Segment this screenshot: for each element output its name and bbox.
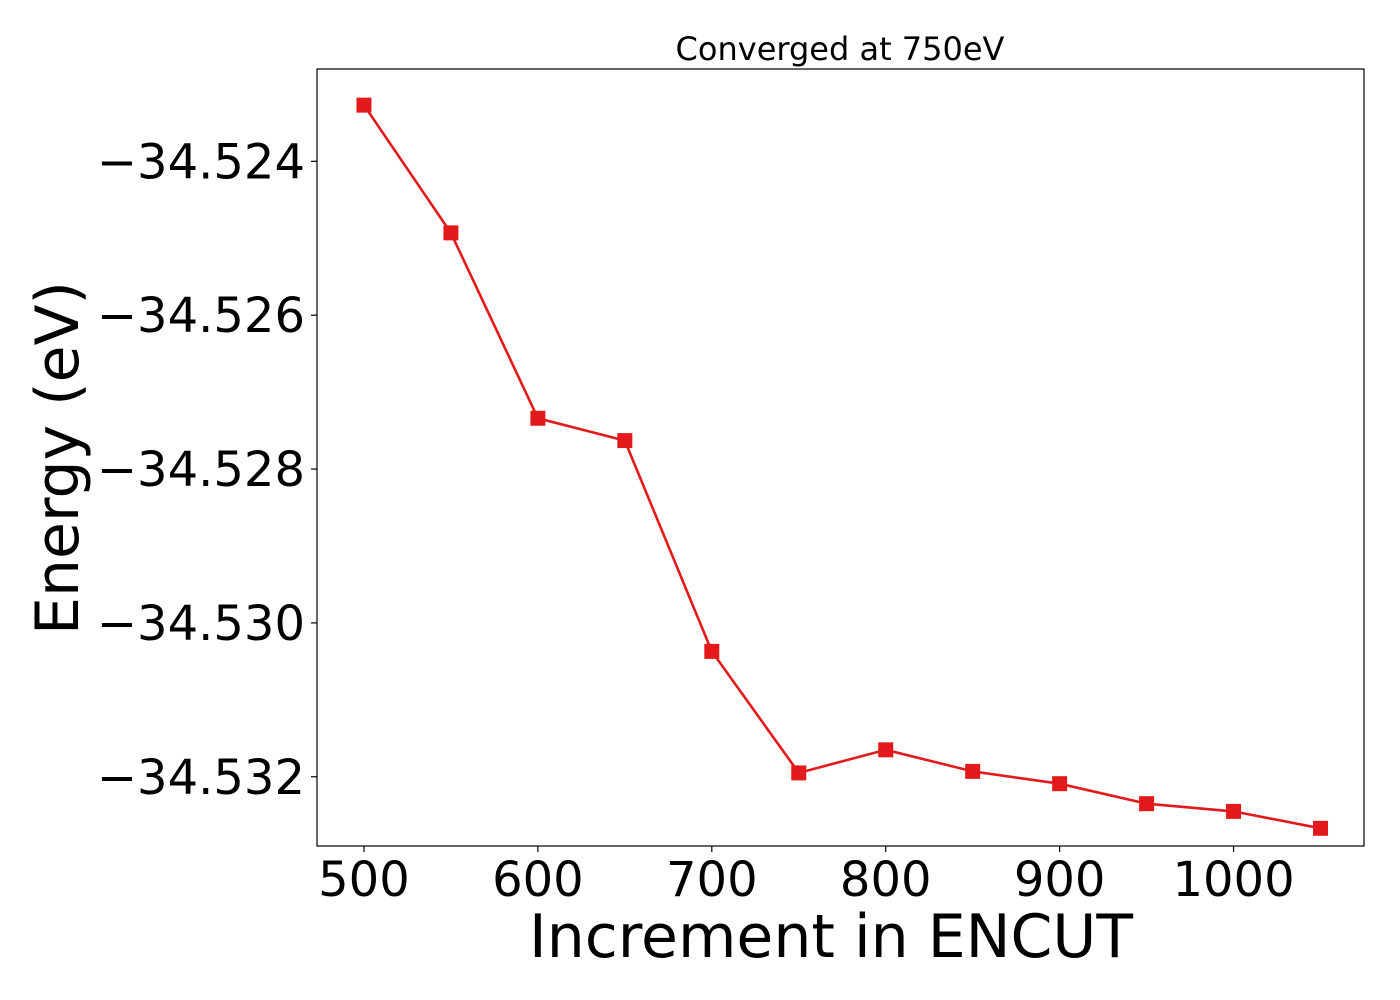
y-tick-label: −34.530 [97,596,305,652]
data-point-marker [1052,776,1068,792]
y-tick-label: −34.524 [97,134,305,190]
chart-title: Converged at 750eV [676,30,1005,68]
data-point-marker [443,225,459,241]
x-tick-label: 600 [492,852,584,908]
data-point-marker [530,410,546,426]
x-tick-label: 1000 [1172,852,1294,908]
y-axis: −34.524 −34.526 −34.528 −34.530 −34.532 [97,134,317,806]
x-axis: 500 600 700 800 900 1000 [318,846,1295,908]
data-point-marker [791,765,807,781]
series-line [362,104,1321,830]
data-point-marker [965,763,981,779]
x-tick-label: 700 [666,852,758,908]
data-point-marker [1139,796,1155,812]
x-tick-label: 500 [318,852,410,908]
x-axis-label: Increment in ENCUT [529,902,1133,972]
y-axis-label: Energy (eV) [23,281,93,635]
x-tick-label: 900 [1014,852,1106,908]
data-point-marker [356,97,372,113]
y-tick-label: −34.528 [97,442,305,498]
data-point-marker [704,643,720,659]
data-point-marker [878,742,894,758]
data-point-marker [1313,820,1329,836]
plot-frame [316,68,1365,847]
x-tick-label: 800 [840,852,932,908]
series-layer [356,97,1329,836]
data-point-marker [1226,803,1242,819]
data-point-marker [617,433,633,449]
y-tick-label: −34.526 [97,288,305,344]
y-tick-label: −34.532 [97,750,305,806]
